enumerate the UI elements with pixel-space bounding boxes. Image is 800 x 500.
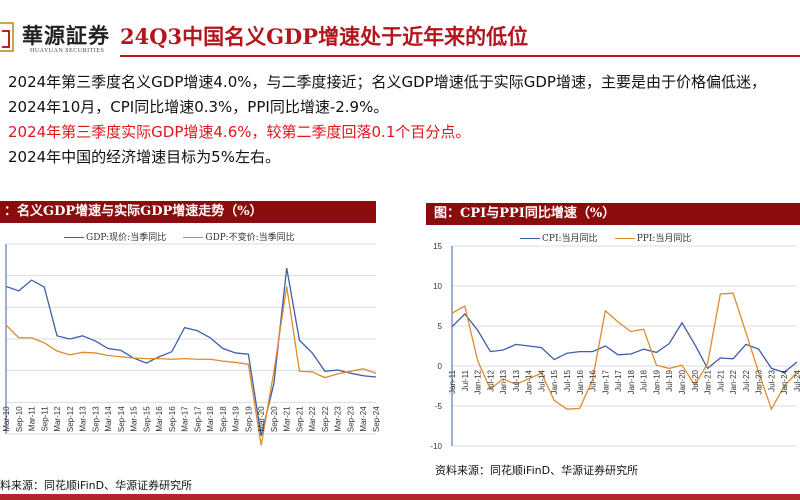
svg-text:Jan-15: Jan-15	[550, 369, 559, 394]
svg-text:Jul-20: Jul-20	[691, 369, 700, 391]
left-chart-heading: ：名义GDP增速与实际GDP增速走势（%）	[0, 201, 376, 223]
summary-line-1: 2024年第三季度名义GDP增速4.0%，与二季度接近；名义GDP增速低于实际G…	[8, 73, 766, 116]
logo-mark-icon	[0, 22, 14, 52]
legend-item-cpi: CPI:当月同比	[542, 234, 598, 244]
legend-swatch-blue-icon	[520, 237, 540, 240]
svg-text:Jan-19: Jan-19	[652, 369, 661, 394]
svg-text:Mar-24: Mar-24	[359, 406, 368, 432]
svg-text:Mar-15: Mar-15	[130, 406, 139, 432]
svg-text:Jan-24: Jan-24	[780, 369, 789, 394]
logo-text-en: HUAYUAN SECURITIES	[30, 48, 105, 54]
svg-text:Jul-18: Jul-18	[640, 369, 649, 391]
svg-text:Sep-23: Sep-23	[346, 406, 355, 432]
svg-text:Mar-11: Mar-11	[28, 406, 37, 431]
svg-text:Mar-20: Mar-20	[257, 406, 266, 432]
svg-text:Jul-17: Jul-17	[614, 369, 623, 391]
svg-text:Jul-12: Jul-12	[486, 369, 495, 391]
legend-item-nominal: GDP:现价:当季同比	[86, 233, 167, 243]
svg-text:Mar-10: Mar-10	[2, 406, 11, 432]
svg-text:Sep-17: Sep-17	[193, 406, 202, 432]
svg-text:Jul-15: Jul-15	[563, 369, 572, 391]
svg-text:Jan-14: Jan-14	[525, 369, 534, 394]
legend-swatch-blue-icon	[64, 236, 84, 239]
svg-text:Jan-20: Jan-20	[678, 369, 687, 394]
svg-text:Sep-16: Sep-16	[168, 406, 177, 432]
svg-text:-10: -10	[430, 442, 442, 451]
svg-text:Jan-22: Jan-22	[729, 369, 738, 394]
svg-text:Mar-16: Mar-16	[155, 406, 164, 432]
left-chart-source: 料来源：同花顺iFinD、华源证券研究所	[0, 479, 193, 492]
svg-text:Mar-23: Mar-23	[334, 406, 343, 432]
legend-swatch-orange-icon	[183, 236, 204, 239]
cpi-ppi-line-chart: -10 -5 0 5 10 15 Jan-11 Jul-11 Jan-12 Jul-12 Jan-1…	[430, 242, 800, 451]
page-title: 24Q3中国名义GDP增速处于近年来的低位	[120, 24, 529, 49]
svg-text:Jul-24: Jul-24	[793, 369, 800, 391]
svg-text:Jan-21: Jan-21	[704, 369, 713, 394]
svg-text:Jul-16: Jul-16	[589, 369, 598, 391]
svg-text:Mar-14: Mar-14	[104, 406, 113, 432]
left-chart-legend: GDP:现价:当季同比 GDP:不变价:当季同比	[64, 230, 295, 243]
gdp-line-chart: Mar-10 Sep-10 Mar-11 Sep-11 Mar-12 Sep-12 Mar-…	[2, 243, 380, 446]
svg-text:Sep-18: Sep-18	[219, 406, 228, 432]
svg-text:Mar-19: Mar-19	[232, 406, 241, 432]
svg-text:Sep-10: Sep-10	[15, 406, 24, 432]
svg-text:Jul-14: Jul-14	[537, 369, 546, 391]
svg-text:Jul-23: Jul-23	[767, 369, 776, 391]
legend-item-real: GDP:不变价:当季同比	[205, 233, 295, 243]
legend-swatch-orange-icon	[614, 237, 635, 240]
svg-text:Sep-14: Sep-14	[117, 406, 126, 432]
svg-text:10: 10	[433, 282, 442, 291]
legend-item-ppi: PPI:当月同比	[636, 234, 692, 244]
summary-text: 2024年第三季度名义GDP增速4.0%，与二季度接近；名义GDP增速低于实际G…	[8, 70, 798, 170]
svg-text:Jan-16: Jan-16	[576, 369, 585, 394]
logo-text-cn: 華源証券	[22, 23, 110, 48]
svg-text:Mar-18: Mar-18	[206, 406, 215, 432]
summary-line-2-highlight: 2024年第三季度实际GDP增速4.6%，较第二季度回落0.1个百分点。	[8, 123, 471, 141]
svg-text:Sep-22: Sep-22	[321, 406, 330, 432]
svg-text:Jan-18: Jan-18	[627, 369, 636, 394]
svg-text:-5: -5	[435, 402, 443, 411]
svg-text:Jul-21: Jul-21	[716, 369, 725, 391]
svg-text:Jul-13: Jul-13	[512, 369, 521, 391]
svg-text:Jan-23: Jan-23	[755, 369, 764, 394]
svg-text:15: 15	[433, 242, 442, 251]
svg-text:Mar-13: Mar-13	[79, 406, 88, 432]
svg-text:Jan-17: Jan-17	[601, 369, 610, 394]
svg-text:Jul-11: Jul-11	[461, 369, 470, 391]
svg-text:Sep-13: Sep-13	[91, 406, 100, 432]
svg-text:Sep-24: Sep-24	[372, 406, 380, 432]
svg-text:Sep-12: Sep-12	[66, 406, 75, 432]
footer-bar	[0, 494, 800, 500]
svg-text:Sep-15: Sep-15	[142, 406, 151, 432]
title-divider	[120, 55, 800, 57]
svg-text:0: 0	[438, 362, 443, 371]
svg-text:Jan-13: Jan-13	[499, 369, 508, 394]
svg-text:Mar-21: Mar-21	[283, 406, 292, 432]
svg-text:Jan-11: Jan-11	[448, 369, 457, 393]
svg-text:5: 5	[438, 322, 443, 331]
svg-text:Sep-20: Sep-20	[270, 406, 279, 432]
svg-text:Jul-19: Jul-19	[665, 369, 674, 391]
summary-line-3: 2024年中国的经济增速目标为5%左右。	[8, 148, 280, 166]
svg-text:Sep-19: Sep-19	[244, 406, 253, 432]
right-chart-heading: 图：CPI与PPI同比增速（%）	[426, 203, 800, 225]
svg-text:Sep-21: Sep-21	[295, 406, 304, 432]
right-chart-legend: CPI:当月同比 PPI:当月同比	[520, 231, 691, 244]
right-chart-source: 资料来源：同花顺iFinD、华源证券研究所	[435, 464, 639, 477]
logo: 華源証券 HUAYUAN SECURITIES	[0, 18, 112, 60]
svg-text:Mar-17: Mar-17	[181, 406, 190, 432]
svg-text:Sep-11: Sep-11	[40, 406, 49, 432]
svg-text:Mar-22: Mar-22	[308, 406, 317, 432]
svg-text:Jan-12: Jan-12	[474, 369, 483, 394]
svg-text:Mar-12: Mar-12	[53, 406, 62, 432]
svg-text:Jul-22: Jul-22	[742, 369, 751, 391]
